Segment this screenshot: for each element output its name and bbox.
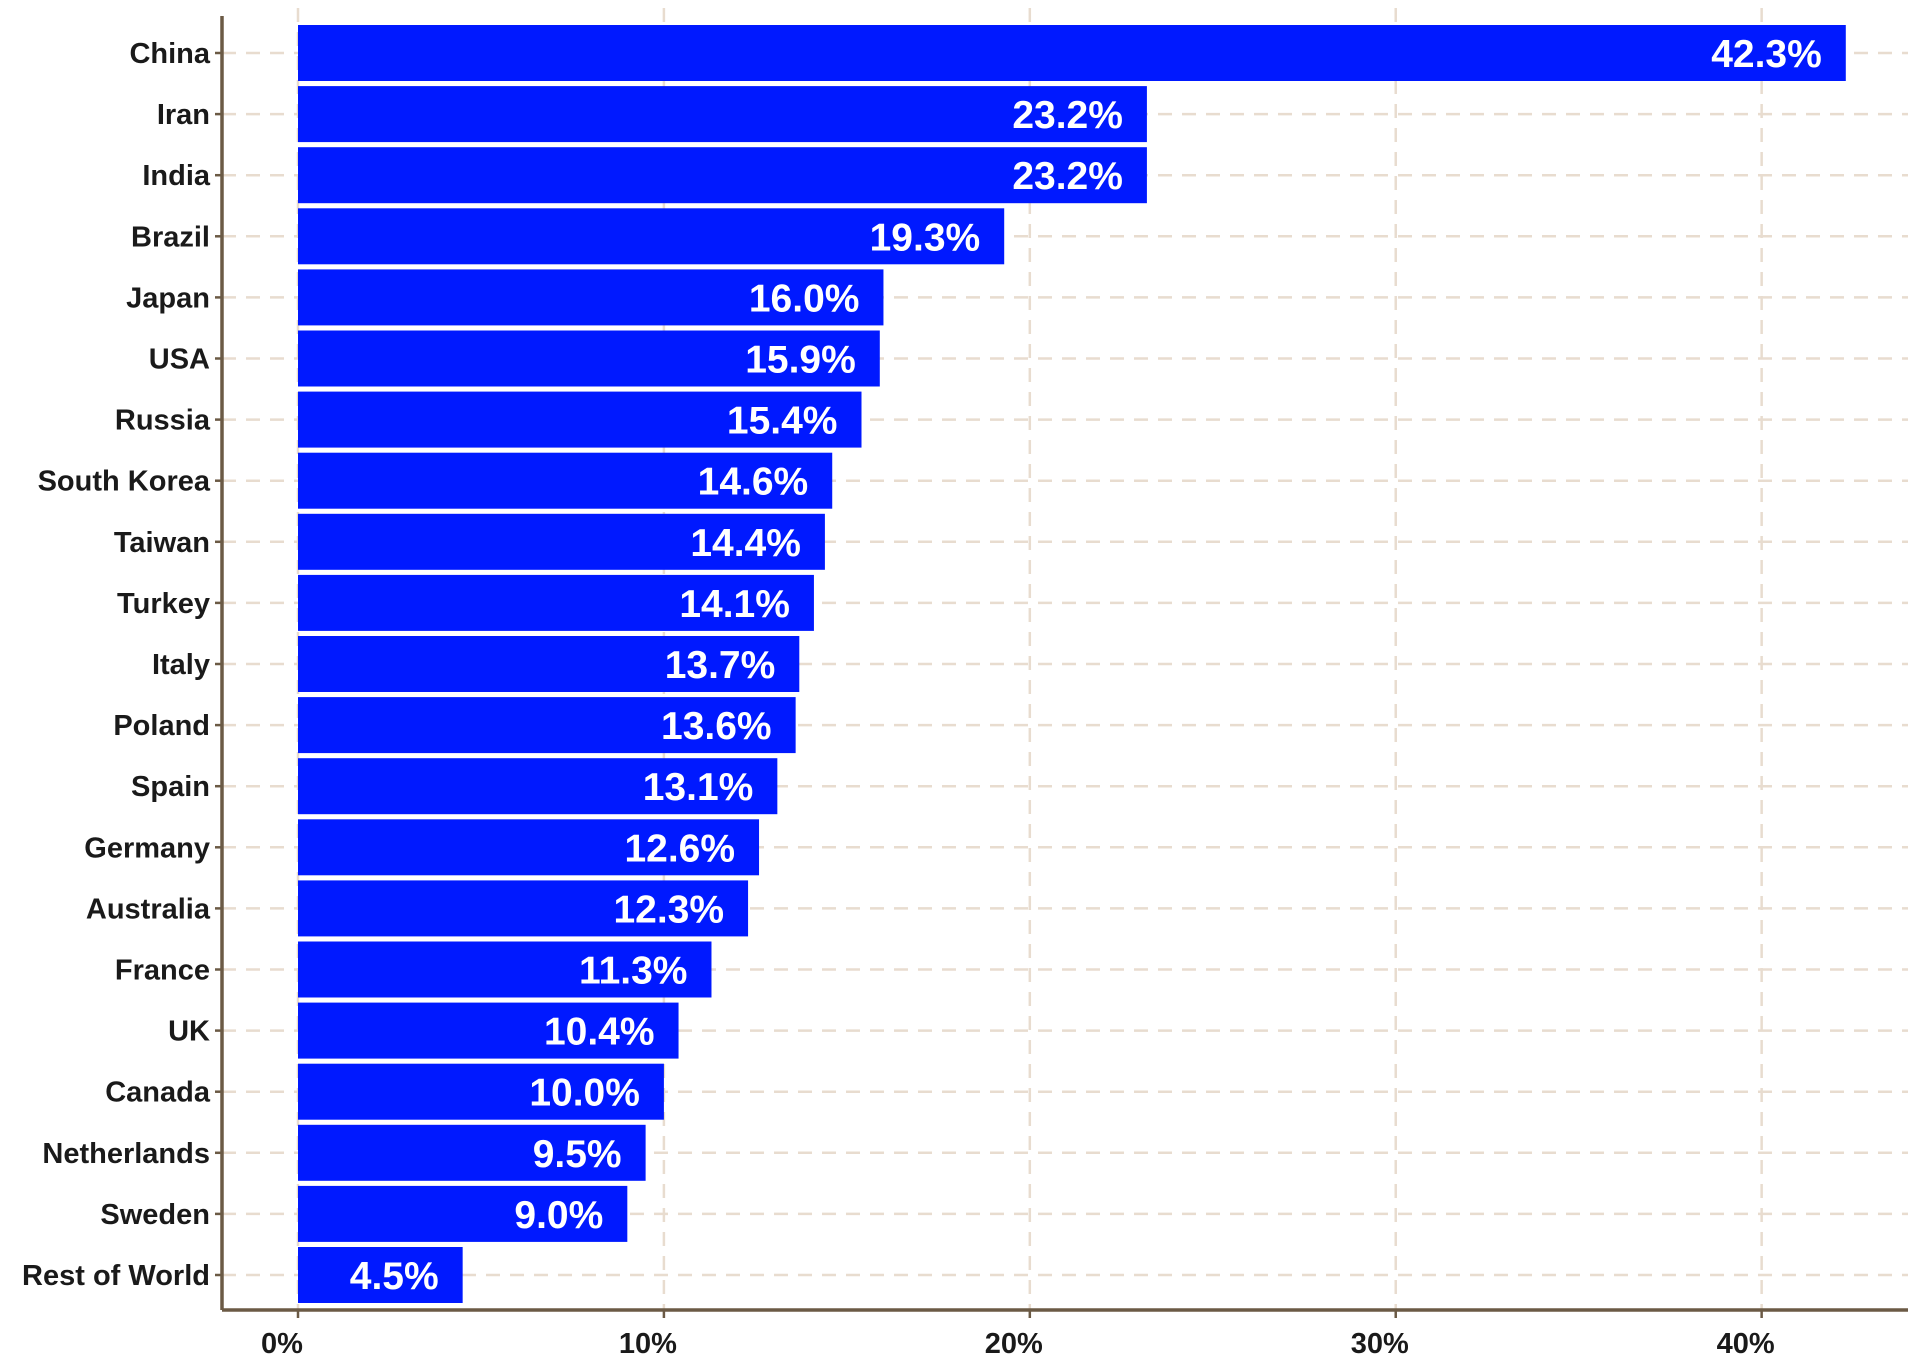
- axis-layer: [215, 16, 1908, 1318]
- category-label: Brazil: [131, 221, 210, 253]
- category-label: Australia: [86, 893, 211, 925]
- bar-italy: [298, 636, 800, 692]
- category-label: India: [142, 160, 211, 192]
- bar-germany: [298, 819, 760, 876]
- category-label: Italy: [152, 649, 210, 681]
- x-tick-label: 10%: [619, 1328, 677, 1360]
- bar-south-korea: [298, 452, 833, 509]
- bar-russia: [298, 391, 862, 448]
- category-label: Taiwan: [114, 527, 210, 559]
- category-label: Poland: [113, 710, 210, 742]
- category-label: Iran: [157, 99, 210, 131]
- category-label: UK: [168, 1016, 210, 1048]
- data-label: 16.0%: [749, 277, 860, 320]
- bar-layer: [298, 25, 1846, 1303]
- data-label: 14.6%: [698, 461, 809, 504]
- x-tick-label: 40%: [1717, 1328, 1775, 1360]
- category-label: Turkey: [117, 588, 210, 620]
- label-layer: 42.3% China 23.2% Iran 23.2% India 19.3% Brazil…: [22, 33, 1822, 1360]
- x-tick-label: 20%: [985, 1328, 1043, 1360]
- data-label: 13.1%: [643, 766, 754, 809]
- category-label: Germany: [84, 832, 210, 864]
- bar-usa: [298, 330, 880, 387]
- category-label: USA: [149, 344, 210, 376]
- bar-uk: [298, 1002, 679, 1059]
- category-label: Japan: [126, 282, 210, 314]
- data-label: 10.4%: [544, 1011, 655, 1054]
- data-label: 14.1%: [679, 583, 790, 626]
- data-label: 23.2%: [1012, 94, 1123, 137]
- bar-iran: [298, 86, 1147, 143]
- data-label: 12.3%: [613, 888, 724, 931]
- category-label: China: [129, 38, 210, 70]
- bar-turkey: [298, 574, 814, 631]
- bar-poland: [298, 697, 796, 754]
- bar-australia: [298, 880, 749, 937]
- category-label: Spain: [131, 771, 210, 803]
- category-label: France: [115, 955, 210, 987]
- data-label: 11.3%: [579, 950, 687, 993]
- data-label: 42.3%: [1711, 33, 1822, 76]
- data-label: 12.6%: [624, 827, 735, 870]
- data-label: 4.5%: [350, 1255, 439, 1298]
- bar-japan: [298, 269, 884, 326]
- bar-sweden: [298, 1185, 628, 1242]
- category-label: Netherlands: [42, 1138, 210, 1170]
- bar-china: [298, 25, 1846, 81]
- category-label: Russia: [115, 405, 211, 437]
- category-label: Canada: [105, 1077, 211, 1109]
- bar-netherlands: [298, 1124, 646, 1181]
- data-label: 13.7%: [665, 644, 776, 687]
- data-label: 9.0%: [514, 1194, 603, 1237]
- data-label: 13.6%: [661, 705, 772, 748]
- category-label: Sweden: [100, 1199, 210, 1231]
- x-tick-label: 30%: [1351, 1328, 1409, 1360]
- bar-india: [298, 147, 1147, 204]
- data-label: 23.2%: [1012, 155, 1123, 198]
- data-label: 15.9%: [745, 339, 856, 382]
- data-label: 9.5%: [533, 1133, 622, 1176]
- data-label: 10.0%: [529, 1072, 640, 1115]
- category-label: Rest of World: [22, 1260, 210, 1292]
- bar-canada: [298, 1063, 664, 1120]
- bar-france: [298, 941, 712, 998]
- bar-spain: [298, 758, 778, 815]
- data-label: 14.4%: [690, 522, 801, 565]
- bar-rest-of-world: [298, 1247, 463, 1303]
- bar-taiwan: [298, 513, 825, 570]
- data-label: 19.3%: [870, 216, 981, 259]
- category-label: South Korea: [38, 466, 211, 498]
- x-tick-label: 0%: [261, 1328, 303, 1360]
- data-label: 15.4%: [727, 400, 838, 443]
- bar-brazil: [298, 208, 1005, 265]
